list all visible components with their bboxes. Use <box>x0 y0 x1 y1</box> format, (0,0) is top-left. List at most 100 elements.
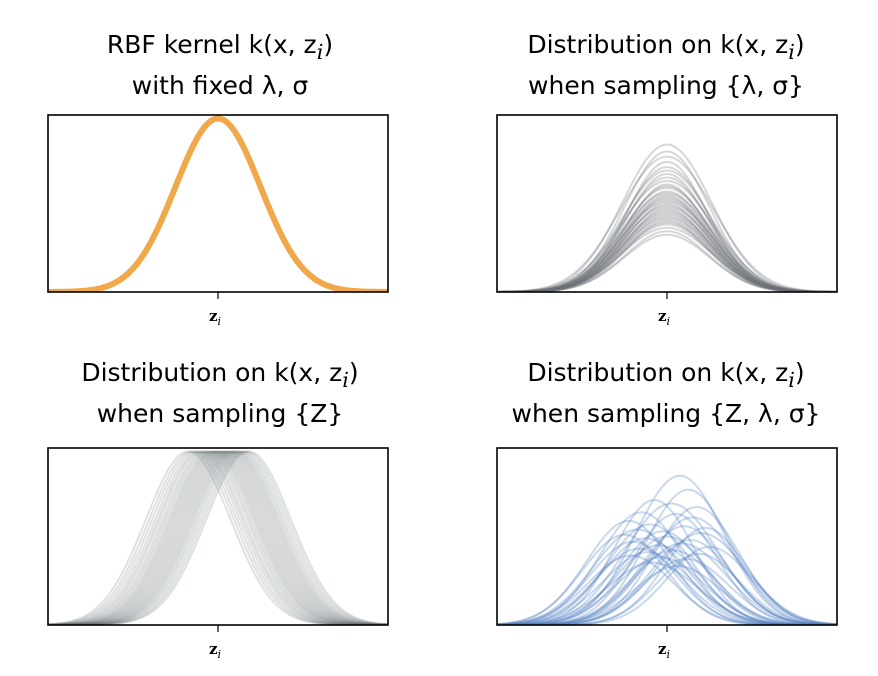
kernel-curve <box>497 195 837 292</box>
kernel-curve <box>48 115 388 292</box>
kernel-curve <box>48 450 388 625</box>
panel-title: Distribution on k(x, zi) when sampling {… <box>446 28 878 103</box>
kernel-curve <box>48 450 388 625</box>
kernel-curve <box>497 143 837 292</box>
kernel-curve <box>497 150 837 292</box>
kernel-curve <box>497 169 837 292</box>
kernel-curve <box>497 155 837 292</box>
kernel-curve <box>497 212 837 292</box>
title-line-1: RBF kernel k(x, zi) <box>106 30 334 64</box>
kernel-curve <box>48 450 388 625</box>
kernel-curve <box>497 474 837 625</box>
kernel-curve <box>48 450 388 625</box>
kernel-curve <box>497 502 837 625</box>
kernel-curve <box>48 450 388 625</box>
kernel-curve <box>497 207 837 292</box>
title-line-1: Distribution on k(x, zi) <box>81 358 359 392</box>
kernel-curve <box>48 450 388 625</box>
kernel-curve <box>497 523 837 625</box>
kernel-curve <box>497 525 837 625</box>
kernel-curve <box>497 197 837 292</box>
kernel-curve <box>48 450 388 625</box>
axes-frame <box>47 114 389 293</box>
kernel-curve <box>497 223 837 292</box>
kernel-curve <box>497 488 837 625</box>
kernel-curve <box>497 209 837 292</box>
kernel-curve <box>497 530 837 625</box>
title-line-2: when sampling {Z} <box>96 399 344 428</box>
x-tick-label: zi <box>209 307 221 328</box>
title-line-1: Distribution on k(x, zi) <box>527 358 805 392</box>
panel-title: RBF kernel k(x, zi) with fixed λ, σ <box>0 28 440 103</box>
kernel-curve <box>48 450 388 625</box>
kernel-curve <box>48 450 388 625</box>
kernel-curve <box>497 160 837 292</box>
kernel-curve <box>48 450 388 625</box>
kernel-curve <box>497 211 837 292</box>
kernel-curve <box>497 204 837 292</box>
kernel-curve <box>497 185 837 292</box>
kernel-curve <box>497 561 837 625</box>
kernel-curve <box>497 166 837 292</box>
kernel-curve <box>497 544 837 625</box>
kernel-curve <box>48 450 388 625</box>
plot-fixed: zi <box>47 114 389 328</box>
kernel-curve <box>497 233 837 292</box>
kernel-curve <box>497 193 837 292</box>
title-line-1: Distribution on k(x, zi) <box>527 30 805 64</box>
kernel-curve <box>48 450 388 625</box>
kernel-curve <box>497 183 837 292</box>
plot-sample-z: zi <box>47 447 389 661</box>
kernel-curve <box>497 551 837 625</box>
kernel-curve <box>497 549 837 625</box>
kernel-curve <box>48 450 388 625</box>
kernel-curve <box>48 450 388 625</box>
kernel-curve <box>497 512 837 625</box>
kernel-curve <box>497 499 837 625</box>
plot-sample-all: zi <box>496 447 838 661</box>
kernel-curve <box>48 450 388 625</box>
kernel-curve <box>497 202 837 292</box>
x-tick-label: zi <box>658 307 670 328</box>
kernel-curve <box>48 450 388 625</box>
kernel-curve <box>497 556 837 625</box>
kernel-curve <box>497 565 837 625</box>
kernel-curve <box>497 186 837 292</box>
title-line-2: with fixed λ, σ <box>131 71 309 100</box>
kernel-curve <box>497 176 837 292</box>
kernel-curve <box>48 450 388 625</box>
kernel-curve <box>497 179 837 292</box>
kernel-curve <box>497 542 837 625</box>
kernel-curve <box>48 450 388 625</box>
kernel-curve <box>48 450 388 625</box>
panel-sample-lambda-sigma: Distribution on k(x, zi) when sampling {… <box>440 0 878 338</box>
plot-sample-lambda-sigma: zi <box>496 114 838 328</box>
kernel-curve <box>48 450 388 625</box>
title-line-2: when sampling {Z, λ, σ} <box>511 399 821 428</box>
title-line-2: when sampling {λ, σ} <box>528 71 804 100</box>
kernel-curve <box>48 450 388 625</box>
kernel-curve <box>497 205 837 292</box>
kernel-curve <box>497 535 837 625</box>
kernel-curve <box>497 200 837 292</box>
kernel-curve <box>497 199 837 292</box>
panel-title: Distribution on k(x, zi) when sampling {… <box>446 356 878 431</box>
kernel-curve <box>497 218 837 292</box>
kernel-curve <box>497 226 837 292</box>
x-tick-label: zi <box>658 640 670 661</box>
kernel-curve <box>497 221 837 292</box>
kernel-curve <box>48 450 388 625</box>
panel-sample-z: Distribution on k(x, zi) when sampling {… <box>0 338 440 676</box>
panel-sample-all: Distribution on k(x, zi) when sampling {… <box>440 338 878 676</box>
kernel-curve <box>497 516 837 625</box>
kernel-curve <box>497 230 837 292</box>
kernel-curve <box>497 219 837 292</box>
x-tick-label: zi <box>209 640 221 661</box>
kernel-curve <box>48 450 388 625</box>
panel-fixed: RBF kernel k(x, zi) with fixed λ, σ <box>0 0 440 338</box>
kernel-curve <box>48 450 388 625</box>
kernel-curve <box>497 192 837 292</box>
kernel-curve <box>497 173 837 292</box>
kernel-curve <box>497 214 837 292</box>
